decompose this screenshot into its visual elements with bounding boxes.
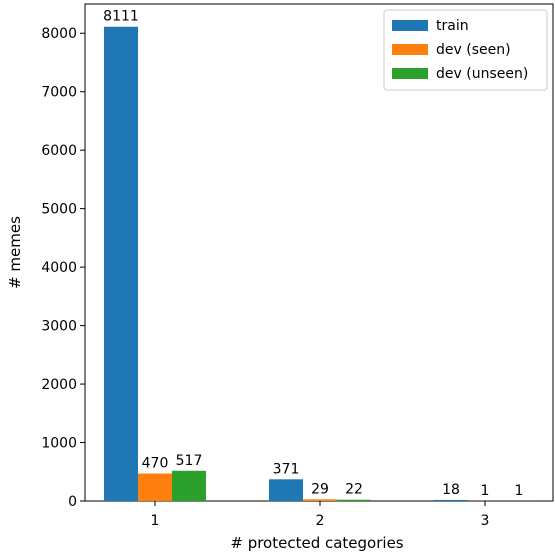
x-tick-label: 1 (151, 513, 160, 529)
bar (269, 479, 303, 501)
legend-swatch (392, 68, 428, 79)
x-axis-title: # protected categories (230, 534, 403, 552)
y-tick-label: 8000 (41, 26, 77, 42)
y-tick-label: 4000 (41, 260, 77, 276)
legend-label: train (436, 18, 469, 34)
bar (104, 26, 138, 502)
bar-value-label: 1 (515, 483, 524, 499)
bar-value-label: 22 (345, 482, 363, 498)
y-tick-label: 3000 (41, 319, 77, 335)
bar-value-label: 1 (481, 483, 490, 499)
bar-value-label: 18 (442, 482, 460, 498)
y-tick-label: 7000 (41, 85, 77, 101)
x-tick-label: 3 (481, 513, 490, 529)
bar-value-label: 29 (311, 481, 329, 497)
y-tick-label: 5000 (41, 202, 77, 218)
bar (138, 473, 172, 501)
legend-label: dev (unseen) (436, 66, 528, 82)
bar-value-labels: 8111 470 517 371 29 22 18 1 1 (103, 9, 523, 499)
y-tick-label: 6000 (41, 143, 77, 159)
bar (303, 499, 337, 501)
legend: train dev (seen) dev (unseen) (383, 9, 548, 91)
x-axis: 1 2 3 (151, 501, 490, 529)
bar (172, 470, 206, 501)
bar (434, 499, 468, 501)
legend-label: dev (seen) (436, 42, 511, 58)
y-tick-label: 1000 (41, 436, 77, 452)
y-tick-label: 0 (68, 494, 77, 510)
x-tick-label: 2 (316, 513, 325, 529)
bar-value-label: 517 (176, 453, 203, 469)
y-axis-title: # memes (6, 216, 24, 289)
y-tick-label: 2000 (41, 377, 77, 393)
bar-value-label: 371 (273, 461, 300, 477)
bar-value-label: 8111 (103, 9, 139, 25)
y-axis: 0 1000 2000 3000 4000 5000 6000 7000 8000 (41, 26, 85, 510)
bar (337, 499, 371, 501)
legend-swatch (392, 44, 428, 55)
bar-value-label: 470 (142, 456, 169, 472)
bars (104, 26, 536, 502)
legend-swatch (392, 20, 428, 31)
